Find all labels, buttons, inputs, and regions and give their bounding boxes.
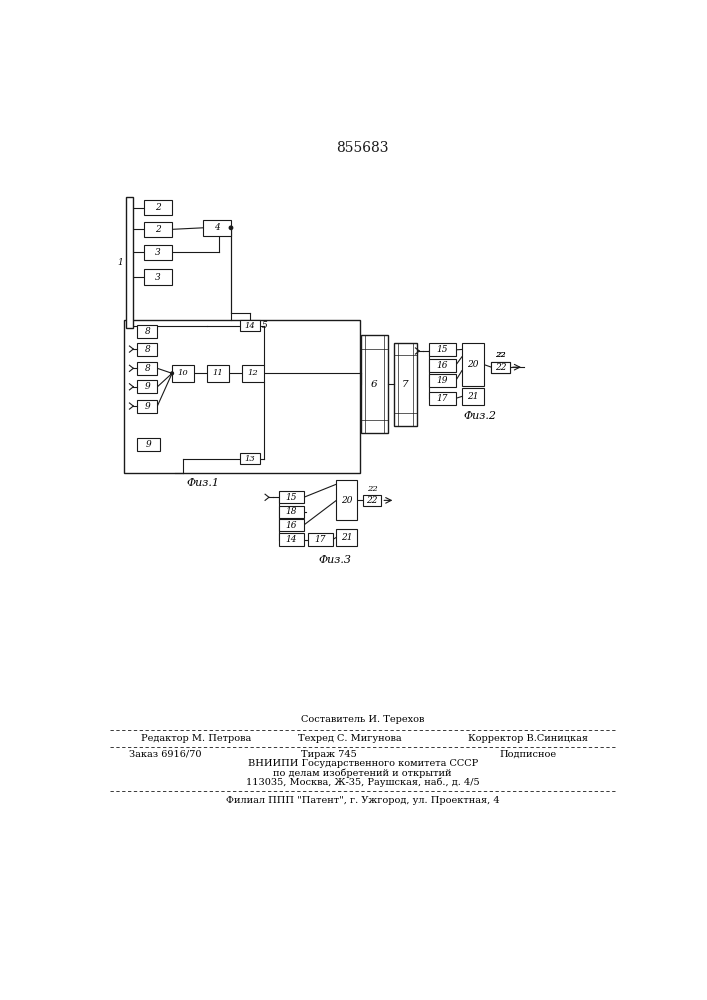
Text: 6: 6 [371,380,378,389]
Bar [137,343,158,356]
Text: 22: 22 [367,485,378,493]
Text: 22: 22 [496,351,506,359]
Text: Тираж 745: Тираж 745 [300,750,356,759]
Text: Φиз.2: Φиз.2 [463,411,496,421]
Text: 22: 22 [366,496,378,505]
Text: 5: 5 [262,321,268,330]
Text: 21: 21 [341,533,352,542]
Text: 16: 16 [437,361,448,370]
Bar [144,245,172,260]
Text: Φиз.1: Φиз.1 [187,478,220,488]
Text: 13: 13 [244,455,255,463]
Text: 8: 8 [144,364,150,373]
Text: 7: 7 [402,380,409,389]
Text: 17: 17 [437,394,448,403]
Bar [144,200,172,215]
Bar [462,343,484,386]
Bar [337,529,356,546]
Bar [172,365,194,382]
Text: 15: 15 [286,493,297,502]
Bar [491,362,510,373]
Bar [126,197,134,328]
Text: 20: 20 [341,496,352,505]
Text: 9: 9 [144,382,150,391]
Text: Корректор В.Синицкая: Корректор В.Синицкая [468,734,588,743]
Bar [207,365,228,382]
Text: Заказ 6916/70: Заказ 6916/70 [129,750,201,759]
Text: 9: 9 [144,402,150,411]
Text: 15: 15 [437,345,448,354]
Text: по делам изобретений и открытий: по делам изобретений и открытий [274,768,452,778]
Bar [462,388,484,405]
Bar [361,335,387,433]
Bar [429,359,456,372]
Text: 113035, Москва, Ж-35, Раушская, наб., д. 4/5: 113035, Москва, Ж-35, Раушская, наб., д.… [246,777,479,787]
Text: 3: 3 [156,273,161,282]
Text: 4: 4 [214,223,220,232]
Text: 20: 20 [467,360,479,369]
Text: 8: 8 [144,327,150,336]
Text: 1: 1 [117,258,123,267]
Text: Φиз.3: Φиз.3 [318,555,351,565]
Bar [279,506,304,518]
Text: Составитель И. Терехов: Составитель И. Терехов [301,715,424,724]
Text: 22: 22 [495,363,506,372]
Text: Техред С. Мигунова: Техред С. Мигунова [298,734,402,743]
Text: 2: 2 [156,225,161,234]
Text: 14: 14 [244,322,255,330]
Bar [279,491,304,503]
Text: 16: 16 [286,521,297,530]
Bar [279,533,304,546]
Bar [242,365,264,382]
Bar [429,343,456,356]
Bar [279,519,304,531]
Text: 3: 3 [156,248,161,257]
Bar [394,343,417,426]
Bar [137,380,158,393]
Bar [240,320,259,331]
Text: Редактор М. Петрова: Редактор М. Петрова [141,734,251,743]
Text: 22: 22 [496,351,506,359]
Bar [429,392,456,405]
Text: 2: 2 [156,203,161,212]
Bar [124,320,361,473]
Bar [203,220,231,235]
Text: 14: 14 [286,535,297,544]
Bar [491,362,510,373]
Bar [240,453,259,464]
Bar [137,400,158,413]
Text: 855683: 855683 [337,141,389,155]
Text: 18: 18 [286,507,297,516]
Text: 21: 21 [467,392,479,401]
Bar [337,480,356,520]
Bar [144,222,172,237]
Text: 19: 19 [437,376,448,385]
Bar [137,362,158,375]
Text: ВНИИПИ Государственного комитета СССР: ВНИИПИ Государственного комитета СССР [247,759,478,768]
Text: Филиал ППП "Патент", г. Ужгород, ул. Проектная, 4: Филиал ППП "Патент", г. Ужгород, ул. Про… [226,796,500,805]
Text: 12: 12 [247,369,258,377]
Text: Подписное: Подписное [499,750,556,759]
Bar [137,438,160,451]
Circle shape [229,226,233,229]
Circle shape [170,372,173,375]
Text: 9: 9 [146,440,152,449]
Text: 8: 8 [144,345,150,354]
Bar [429,374,456,387]
Bar [137,325,158,338]
Bar [144,269,172,285]
Text: 10: 10 [177,369,188,377]
Text: 11: 11 [212,369,223,377]
Text: 17: 17 [315,535,326,544]
Bar [308,533,332,546]
Bar [363,495,381,506]
